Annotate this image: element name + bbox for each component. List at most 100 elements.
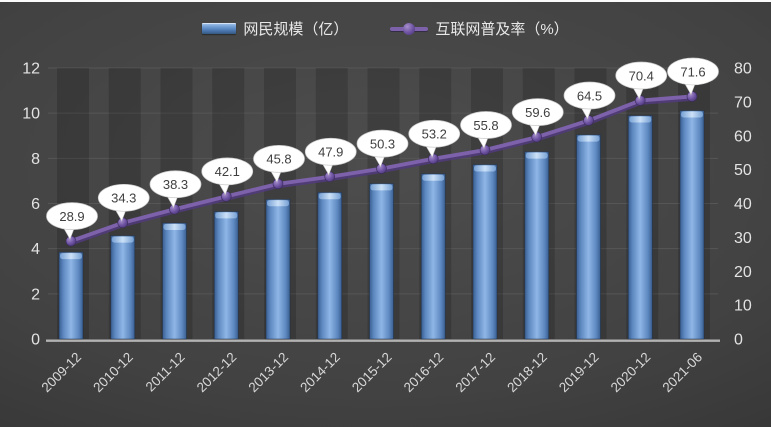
legend-item-penetration-rate[interactable]: 互联网普及率（%） (390, 18, 569, 39)
bar (679, 110, 705, 340)
callout-bubble (460, 111, 512, 139)
callout-bubble (46, 202, 98, 230)
callout-bubble (408, 119, 461, 148)
bar (162, 222, 187, 340)
point-marker (117, 217, 129, 229)
callout-bubble (149, 170, 202, 199)
data-callout: 42.1 (201, 157, 254, 196)
bar-top-highlight (370, 184, 393, 191)
data-callout: 64.5 (563, 81, 616, 120)
bar (420, 173, 446, 340)
bar-series-swatch-icon (202, 23, 237, 34)
callout-value: 70.4 (629, 68, 654, 83)
bar (627, 115, 653, 340)
point-marker (169, 203, 180, 215)
point-marker (220, 191, 232, 202)
callout-value: 50.3 (370, 136, 395, 151)
bar (369, 183, 394, 340)
bar-top-highlight (577, 135, 600, 142)
x-axis-category-label: 2018-12 (504, 350, 550, 396)
legend-label-netizen-scale: 网民规模（亿） (243, 21, 349, 38)
callout-value: 55.8 (473, 118, 498, 133)
callout-bubble (201, 157, 254, 186)
x-axis-category-label: 2016-12 (401, 350, 447, 396)
bar (213, 211, 239, 340)
data-callout: 34.3 (97, 183, 150, 222)
right-axis-tick-label: 70 (734, 94, 752, 111)
callout-bubble (563, 81, 616, 110)
left-axis-tick-label: 10 (22, 106, 40, 123)
callout-value: 53.2 (422, 127, 447, 142)
bar-top-highlight (422, 174, 445, 181)
callout-bubble (667, 57, 719, 86)
x-axis-category-label: 2013-12 (245, 350, 291, 396)
callout-bubble (356, 129, 409, 158)
point-marker (272, 178, 284, 190)
left-axis-tick-label: 0 (31, 332, 40, 349)
data-callout: 55.8 (460, 111, 512, 149)
right-axis-tick-label: 10 (734, 298, 752, 315)
bar-top-highlight (525, 152, 548, 159)
point-marker (634, 95, 646, 106)
callout-value: 42.1 (215, 164, 240, 179)
bar-top-highlight (267, 200, 289, 207)
callout-bubble (304, 137, 357, 166)
left-axis-tick-label: 8 (31, 151, 40, 168)
bar-top-highlight (474, 165, 496, 172)
data-callout: 28.9 (46, 202, 98, 240)
callout-value: 59.6 (525, 105, 550, 120)
data-callout: 38.3 (149, 170, 202, 208)
left-axis-tick-label: 12 (22, 61, 40, 78)
data-callout: 59.6 (511, 98, 564, 136)
callout-bubble (511, 98, 564, 126)
bar-top-highlight (215, 212, 238, 219)
callout-value: 71.6 (680, 64, 705, 79)
callout-value: 47.9 (318, 145, 343, 160)
bar (472, 164, 498, 340)
callout-value: 38.3 (163, 177, 188, 192)
callout-value: 34.3 (111, 191, 136, 206)
point-marker (376, 163, 387, 174)
right-axis-tick-label: 0 (734, 332, 743, 349)
right-axis-tick-label: 40 (734, 196, 752, 213)
right-axis-tick-label: 20 (734, 264, 752, 281)
point-marker (479, 144, 491, 156)
x-axis-category-label: 2011-12 (143, 350, 188, 395)
data-callout: 70.4 (615, 61, 668, 100)
bar (265, 199, 291, 340)
legend: 网民规模（亿） 互联网普及率（%） (0, 18, 771, 39)
legend-item-netizen-scale[interactable]: 网民规模（亿） (202, 18, 348, 39)
point-marker (65, 235, 77, 247)
bar (110, 235, 136, 340)
bar (317, 192, 343, 340)
bar-top-highlight (163, 223, 186, 230)
point-marker (531, 131, 543, 143)
callout-value: 64.5 (577, 88, 602, 103)
right-axis-tick-label: 80 (734, 61, 752, 78)
bar (576, 134, 601, 340)
point-marker (686, 91, 698, 102)
x-axis-category-label: 2015-12 (349, 350, 395, 396)
bar-top-highlight (318, 193, 341, 200)
data-callout: 50.3 (356, 129, 409, 168)
line-series-swatch-icon (390, 22, 429, 35)
callout-bubble (615, 61, 668, 90)
point-marker (427, 153, 439, 165)
x-axis-category-label: 2019-12 (556, 350, 602, 396)
callout-value: 45.8 (266, 152, 291, 167)
bar (524, 151, 550, 340)
right-axis-tick-label: 60 (734, 128, 752, 145)
right-axis-tick-label: 30 (734, 230, 752, 247)
data-callout: 47.9 (304, 137, 357, 176)
x-axis-category-label: 2009-12 (38, 350, 84, 396)
data-callout: 71.6 (667, 57, 719, 96)
left-axis-tick-label: 2 (31, 286, 40, 303)
callout-bubble (253, 145, 305, 173)
callout-value: 28.9 (59, 209, 84, 224)
x-axis-category-label: 2017-12 (452, 350, 498, 396)
point-marker (583, 115, 594, 126)
bar-top-highlight (629, 116, 652, 123)
x-axis-category-label: 2014-12 (297, 350, 343, 396)
